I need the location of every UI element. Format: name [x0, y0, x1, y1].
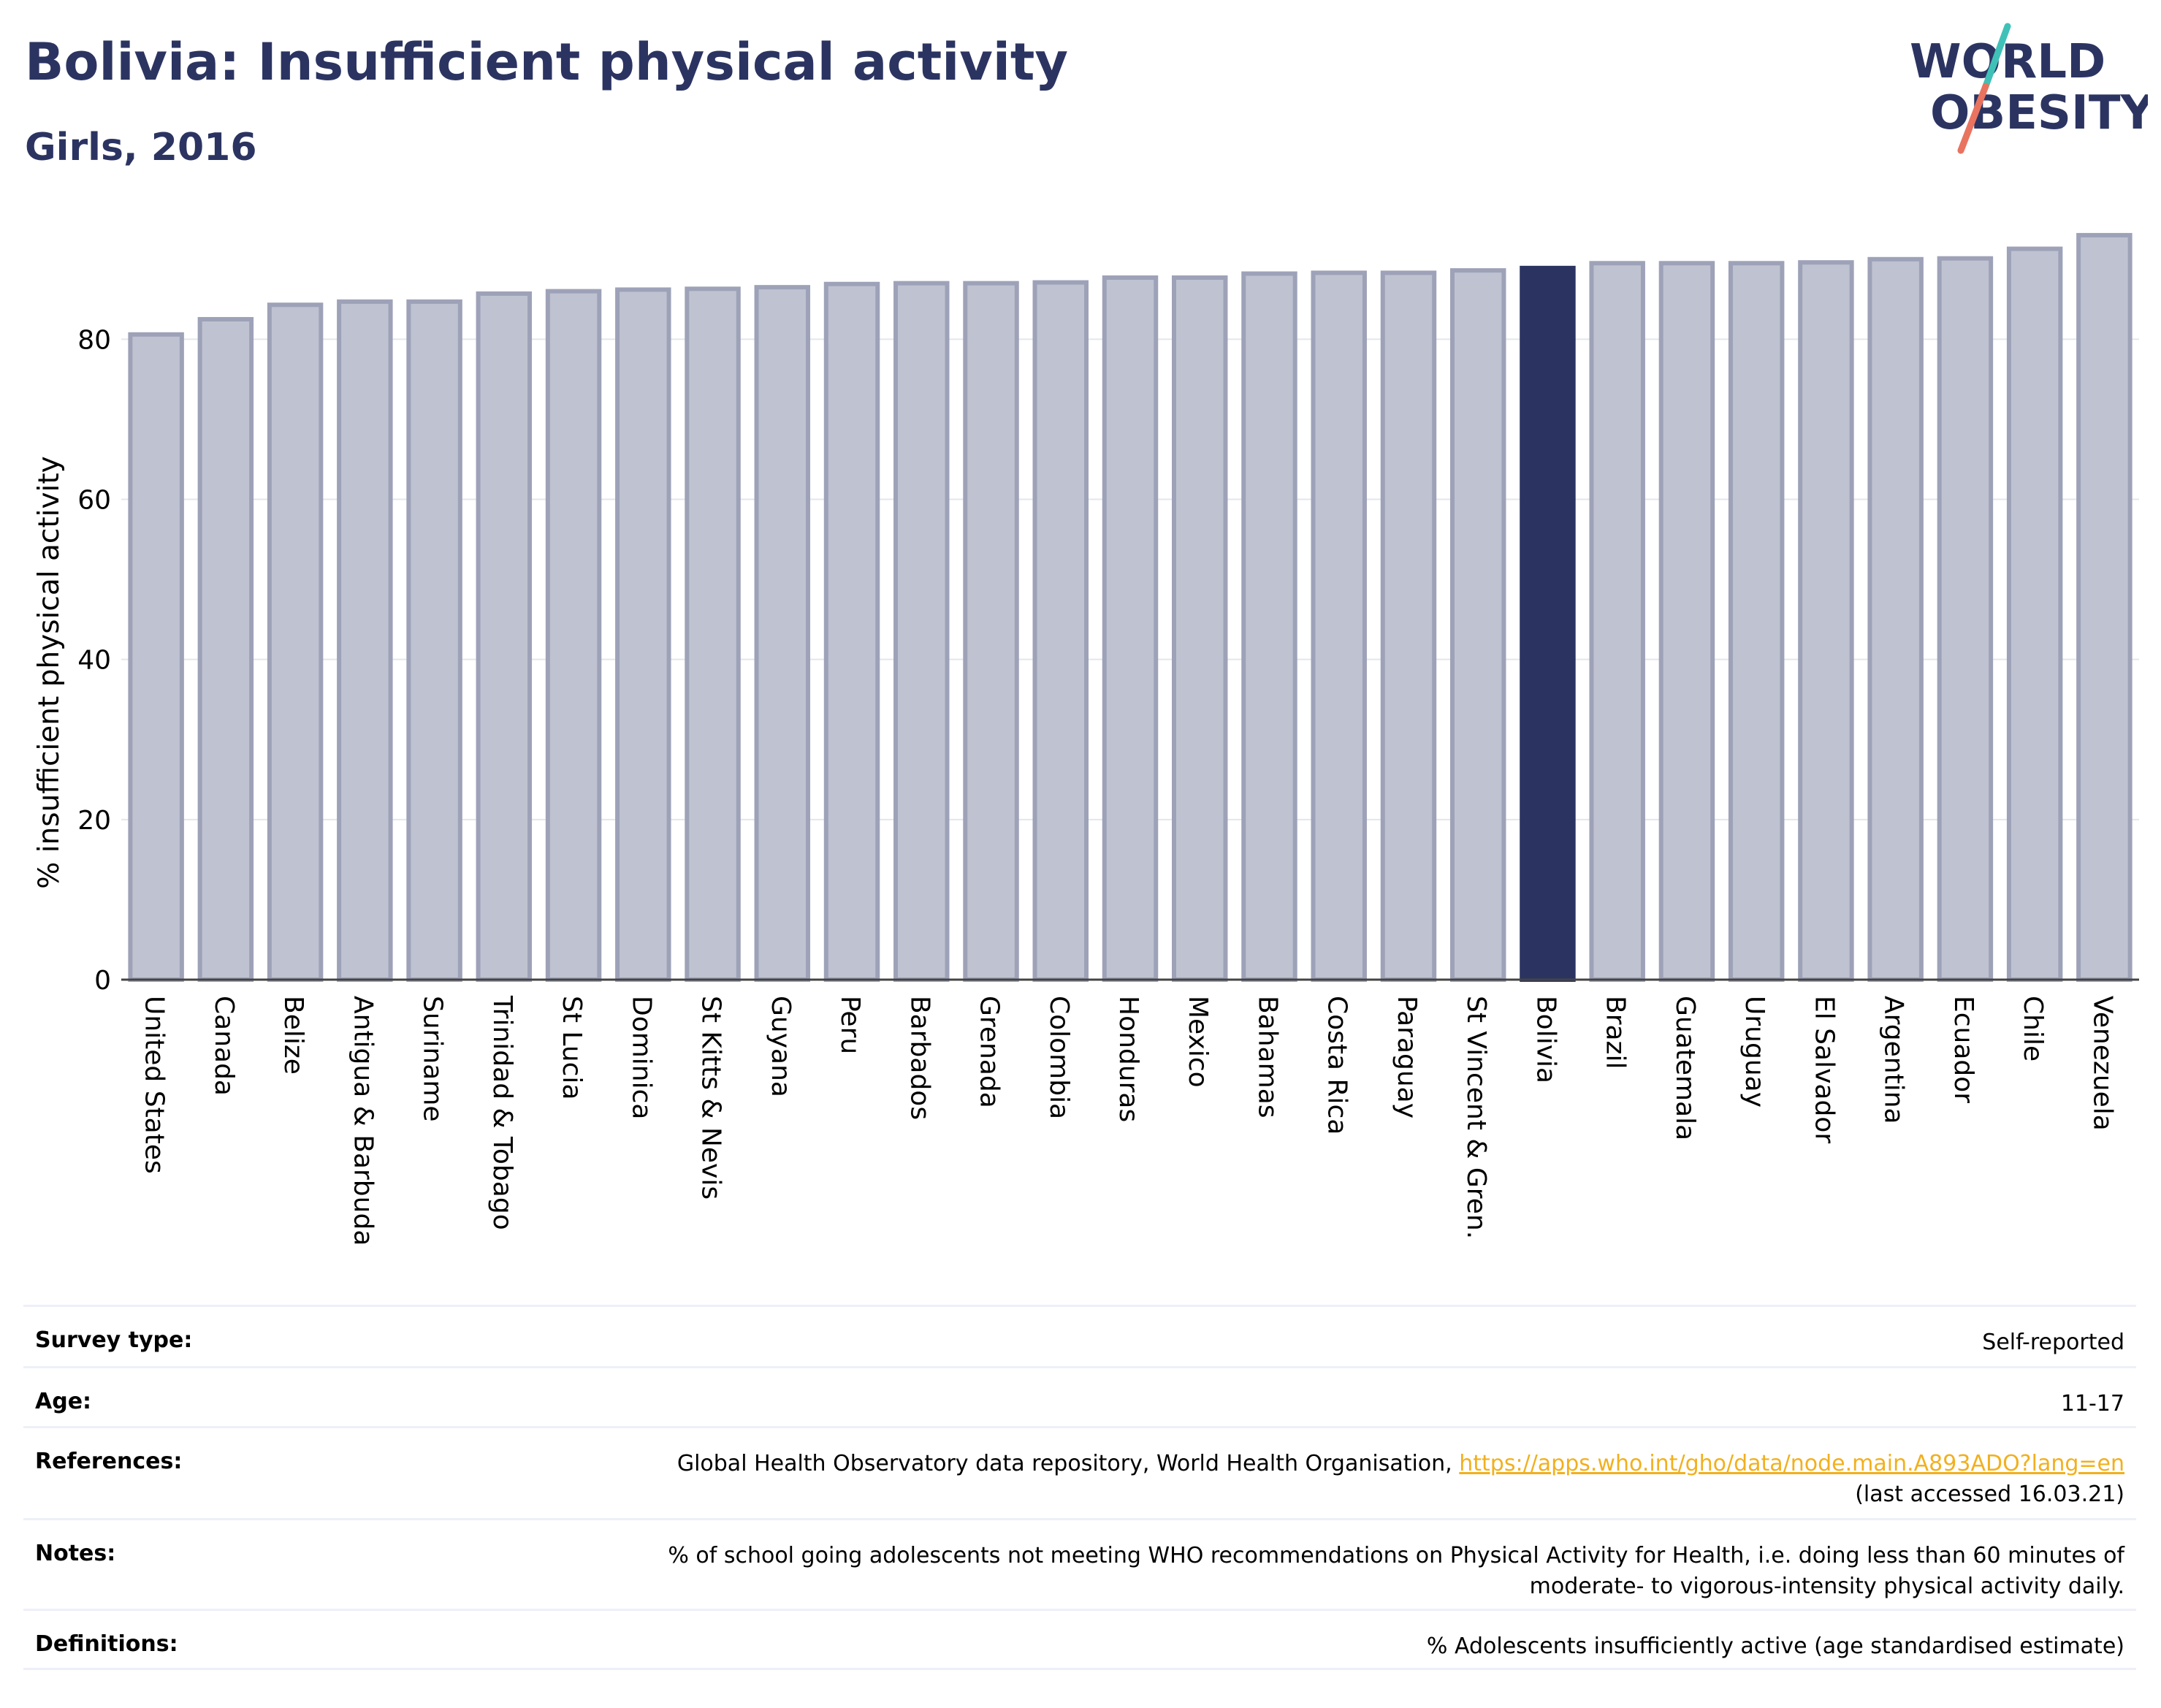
references-text: Global Health Observatory data repositor… [676, 1451, 1452, 1476]
bar-suriname [406, 299, 462, 982]
bar-grenada [963, 281, 1019, 982]
x-tick-label: Venezuela [2087, 996, 2117, 1131]
y-axis-label: % insufficient physical activity [33, 456, 66, 888]
x-tick-label: Belize [278, 996, 308, 1075]
y-tick-label: 60 [77, 486, 111, 516]
bar-barbados [893, 281, 950, 982]
bar-peru [823, 281, 880, 982]
x-tick-label: Guyana [766, 996, 796, 1097]
bar-uruguay [1728, 261, 1785, 982]
info-row-definitions: Definitions: % Adolescents insufficientl… [23, 1609, 2136, 1670]
x-tick-label: Guatemala [1670, 996, 1700, 1140]
bar-ecuador [1937, 256, 1994, 983]
x-tick-label: Uruguay [1739, 996, 1769, 1107]
logo-slash-teal [1982, 23, 2011, 90]
logo-slash-coral [1957, 83, 1989, 154]
bar-colombia [1032, 280, 1089, 982]
references-link[interactable]: https://apps.who.int/gho/data/node.main.… [1459, 1451, 2124, 1476]
x-tick-label: Trinidad & Tobago [487, 995, 517, 1230]
bar-guyana [754, 285, 811, 983]
bar-belize [267, 302, 324, 983]
page-subtitle: Girls, 2016 [25, 126, 257, 169]
x-tick-label: Barbados [904, 996, 934, 1120]
y-tick-label: 40 [77, 646, 111, 676]
bar-bolivia [1520, 265, 1576, 983]
x-tick-label: Bahamas [1252, 996, 1282, 1118]
y-tick-label: 0 [94, 966, 111, 996]
bar-venezuela [2076, 232, 2133, 983]
bar-argentina [1867, 256, 1924, 982]
bar-honduras [1102, 275, 1159, 983]
bar-mexico [1172, 275, 1228, 983]
page-title: Bolivia: Insufficient physical activity [25, 32, 1068, 92]
x-tick-label: Antigua & Barbuda [348, 996, 378, 1246]
info-table: Survey type: Self-reported Age: 11-17 Re… [23, 1305, 2136, 1670]
x-tick-label: Dominica [626, 996, 656, 1120]
survey-type-label: Survey type: [35, 1327, 193, 1353]
info-row-survey-type: Survey type: Self-reported [23, 1305, 2136, 1366]
bar-antigua-barbuda [337, 299, 393, 982]
bar-chile [2006, 246, 2063, 983]
x-tick-label: El Salvador [1809, 996, 1839, 1143]
definitions-value: % Adolescents insufficiently active (age… [1426, 1633, 2124, 1659]
notes-value: % of school going adolescents not meetin… [668, 1543, 2124, 1599]
x-tick-label: Suriname [418, 996, 448, 1122]
x-tick-label: Honduras [1113, 996, 1143, 1122]
info-row-age: Age: 11-17 [23, 1366, 2136, 1426]
x-tick-label: Paraguay [1392, 996, 1422, 1118]
y-tick-label: 20 [77, 806, 111, 836]
definitions-label: Definitions: [35, 1631, 178, 1657]
bar-el-salvador [1798, 260, 1854, 983]
x-tick-label: Brazil [1601, 996, 1631, 1069]
bar-dominica [615, 287, 671, 983]
x-tick-label: Grenada [975, 996, 1005, 1108]
references-accessed: (last accessed 16.03.21) [1855, 1482, 2124, 1507]
references-label: References: [35, 1449, 183, 1474]
x-tick-label: St Vincent & Gren. [1461, 996, 1491, 1239]
bar-bahamas [1241, 271, 1297, 982]
x-tick-label: Ecuador [1948, 996, 1978, 1103]
x-tick-label: Colombia [1044, 996, 1074, 1119]
x-tick-label: St Lucia [557, 996, 587, 1100]
bar-united-states [128, 332, 184, 982]
x-tick-label: Argentina [1879, 996, 1909, 1124]
bar-guatemala [1658, 261, 1715, 982]
age-label: Age: [35, 1389, 92, 1414]
age-value: 11-17 [2060, 1391, 2124, 1417]
x-tick-label: Costa Rica [1322, 996, 1352, 1135]
bars [128, 232, 2133, 983]
y-tick-label: 80 [77, 325, 111, 355]
x-tick-label: Peru [835, 996, 865, 1054]
bar-st-lucia [545, 289, 602, 983]
x-tick-label: St Kitts & Nevis [696, 996, 726, 1200]
x-tick-label: United States [140, 996, 169, 1174]
x-tick-label: Chile [2018, 996, 2048, 1061]
survey-type-value: Self-reported [1982, 1330, 2124, 1355]
logo-line1: WORLD [1910, 35, 2105, 89]
x-tick-label: Canada [209, 996, 239, 1096]
x-tick-label: Bolivia [1531, 996, 1560, 1083]
bar-st-kitts-nevis [685, 286, 741, 982]
references-value: Global Health Observatory data repositor… [677, 1449, 2124, 1510]
bar-canada [197, 316, 254, 982]
x-tick-label: Mexico [1183, 996, 1213, 1088]
bar-chart: 0 20 40 60 80 United States Canada Belize Antig… [33, 232, 2139, 1246]
info-row-notes: Notes: % of school going adolescents not… [23, 1518, 2136, 1609]
world-obesity-logo: WORLD OBESITY [1910, 23, 2148, 154]
bar-st-vincent-gren- [1449, 268, 1506, 982]
bar-trinidad-tobago [476, 291, 533, 982]
info-row-references: References: Global Health Observatory da… [23, 1426, 2136, 1518]
notes-label: Notes: [35, 1541, 116, 1566]
x-axis-ticks: United States Canada Belize Antigua & Barbu… [140, 995, 2118, 1246]
bar-paraguay [1380, 270, 1437, 982]
y-axis-ticks: 0 20 40 60 80 [77, 325, 111, 996]
bar-brazil [1589, 261, 1645, 982]
bar-costa-rica [1311, 270, 1367, 982]
